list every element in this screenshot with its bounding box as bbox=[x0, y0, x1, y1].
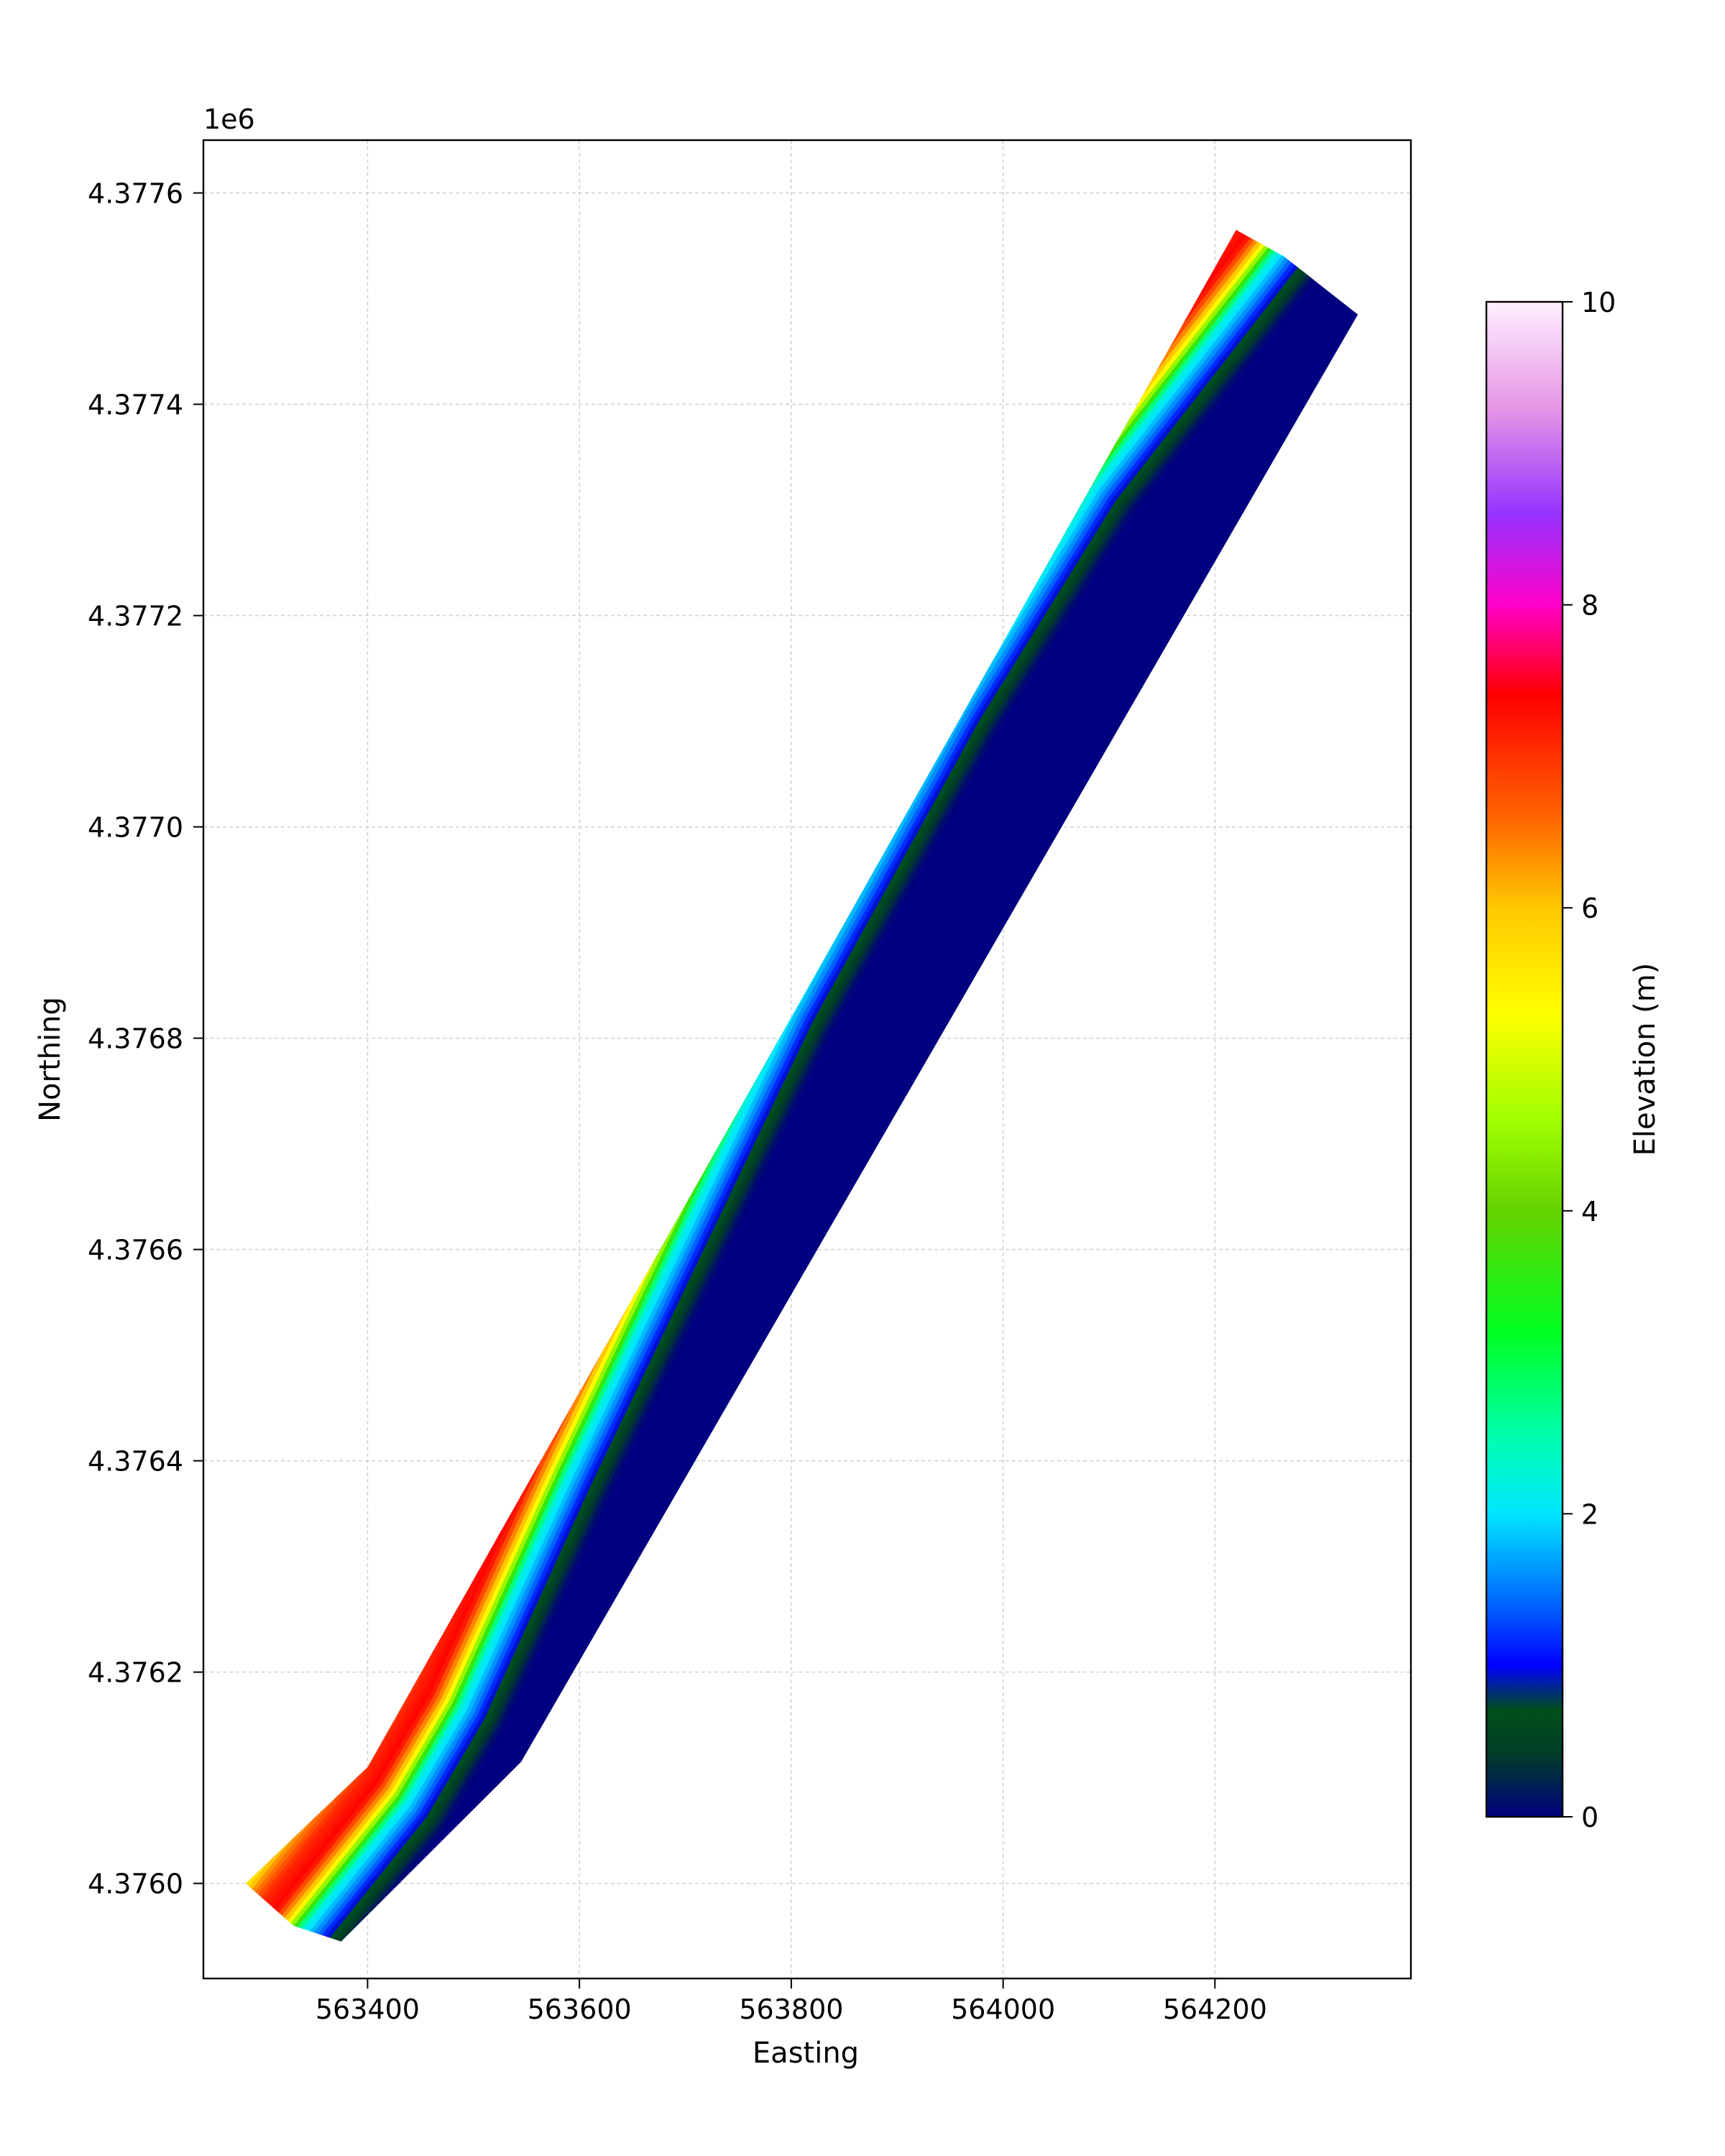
y-tick-label: 4.3776 bbox=[88, 178, 183, 210]
x-tick-label: 563400 bbox=[316, 1994, 420, 2025]
colorbar-label: Elevation (m) bbox=[1629, 963, 1662, 1156]
colorbar-tick-label: 8 bbox=[1581, 590, 1598, 622]
y-tick-label: 4.3770 bbox=[88, 812, 183, 844]
elevation-band bbox=[245, 229, 1358, 1942]
colorbar-ticks: 0 2 4 6 8 10 bbox=[1563, 287, 1616, 1833]
y-axis-ticks: 4.3760 4.3762 4.3764 4.3766 4.3768 4.3770 4.37… bbox=[88, 178, 203, 1900]
y-tick-label: 4.3762 bbox=[88, 1657, 183, 1689]
colorbar bbox=[1486, 302, 1563, 1817]
y-offset-label: 1e6 bbox=[203, 103, 255, 135]
y-axis-label: Northing bbox=[34, 997, 67, 1122]
colorbar-tick-label: 6 bbox=[1581, 893, 1598, 924]
y-tick-label: 4.3760 bbox=[88, 1869, 183, 1900]
y-tick-label: 4.3764 bbox=[88, 1446, 183, 1478]
x-tick-label: 564200 bbox=[1163, 1994, 1267, 2025]
y-tick-label: 4.3774 bbox=[88, 390, 183, 421]
y-tick-label: 4.3772 bbox=[88, 601, 183, 632]
y-tick-label: 4.3766 bbox=[88, 1235, 183, 1266]
x-axis-ticks: 563400 563600 563800 564000 564200 bbox=[316, 1978, 1267, 2025]
grid-lines bbox=[203, 140, 1411, 1978]
x-tick-label: 563600 bbox=[528, 1994, 632, 2025]
colorbar-tick-label: 2 bbox=[1581, 1498, 1598, 1530]
colorbar-tick-label: 10 bbox=[1581, 287, 1616, 318]
y-tick-label: 4.3768 bbox=[88, 1023, 183, 1055]
x-tick-label: 564000 bbox=[951, 1994, 1055, 2025]
x-tick-label: 563800 bbox=[739, 1994, 843, 2025]
colorbar-tick-label: 4 bbox=[1581, 1196, 1598, 1227]
plot-frame bbox=[202, 139, 1412, 1980]
x-axis-label: Easting bbox=[753, 2037, 859, 2070]
colorbar-frame bbox=[1485, 300, 1564, 1818]
colorbar-tick-label: 0 bbox=[1581, 1802, 1598, 1833]
